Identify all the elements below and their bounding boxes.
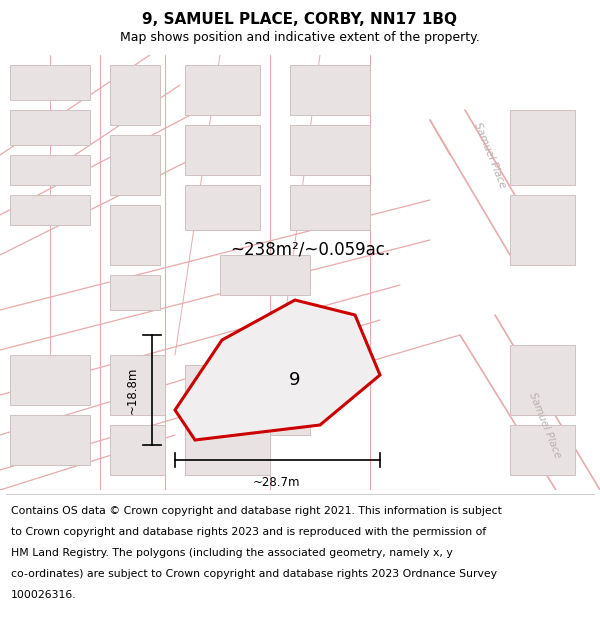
Polygon shape [510, 110, 575, 185]
Polygon shape [510, 195, 575, 265]
Polygon shape [175, 300, 380, 440]
Polygon shape [185, 365, 270, 420]
Text: ~238m²/~0.059ac.: ~238m²/~0.059ac. [230, 241, 390, 259]
Text: Samuel Place: Samuel Place [472, 121, 508, 189]
Polygon shape [110, 65, 160, 125]
Polygon shape [10, 65, 90, 100]
Polygon shape [185, 185, 260, 230]
Text: ~18.8m: ~18.8m [125, 366, 139, 414]
Text: ~28.7m: ~28.7m [253, 476, 301, 489]
Polygon shape [10, 415, 90, 465]
Polygon shape [185, 65, 260, 115]
Polygon shape [185, 425, 270, 475]
Text: Map shows position and indicative extent of the property.: Map shows position and indicative extent… [120, 31, 480, 44]
Polygon shape [510, 345, 575, 415]
Polygon shape [185, 125, 260, 175]
Text: co-ordinates) are subject to Crown copyright and database rights 2023 Ordnance S: co-ordinates) are subject to Crown copyr… [11, 569, 497, 579]
Polygon shape [10, 155, 90, 185]
Text: HM Land Registry. The polygons (including the associated geometry, namely x, y: HM Land Registry. The polygons (includin… [11, 548, 452, 558]
Polygon shape [290, 125, 370, 175]
Polygon shape [110, 425, 165, 475]
Polygon shape [10, 110, 90, 145]
Polygon shape [290, 185, 370, 230]
Polygon shape [220, 385, 310, 435]
Polygon shape [110, 135, 160, 195]
Text: 9, SAMUEL PLACE, CORBY, NN17 1BQ: 9, SAMUEL PLACE, CORBY, NN17 1BQ [143, 12, 458, 27]
Polygon shape [110, 355, 165, 415]
Text: to Crown copyright and database rights 2023 and is reproduced with the permissio: to Crown copyright and database rights 2… [11, 527, 486, 537]
Polygon shape [510, 425, 575, 475]
Text: Samuel Place: Samuel Place [527, 391, 563, 459]
Text: 100026316.: 100026316. [11, 590, 76, 600]
Text: Contains OS data © Crown copyright and database right 2021. This information is : Contains OS data © Crown copyright and d… [11, 506, 502, 516]
Polygon shape [110, 275, 160, 310]
Polygon shape [290, 65, 370, 115]
Polygon shape [10, 195, 90, 225]
Polygon shape [220, 255, 310, 295]
Text: 9: 9 [289, 371, 301, 389]
Polygon shape [10, 355, 90, 405]
Polygon shape [110, 205, 160, 265]
